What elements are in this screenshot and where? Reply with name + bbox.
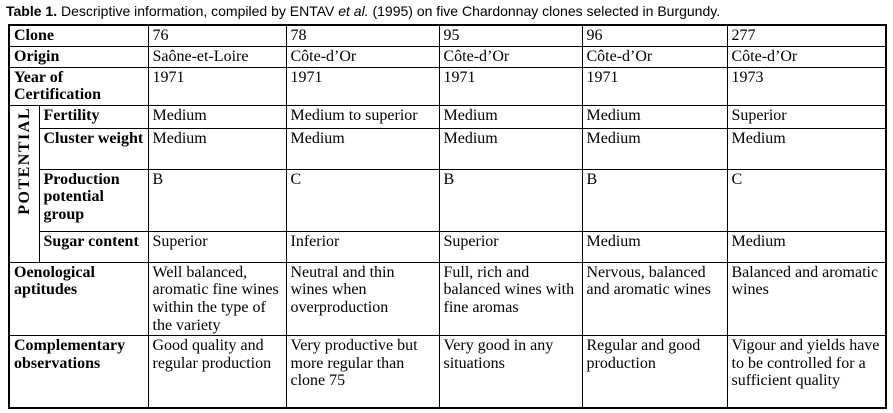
table-row-cluster-weight: Cluster weight Medium Medium Medium Medi… (9, 127, 887, 170)
table-cell: C (285, 168, 440, 232)
table-cell: Medium (147, 127, 287, 170)
table-cell: Medium (438, 127, 583, 170)
table-cell: 1971 (285, 66, 440, 106)
table-cell: C (726, 168, 887, 232)
row-label-fertility: Fertility (38, 104, 149, 129)
table-cell: 96 (581, 24, 728, 47)
table-row-complementary-observations: Complementary observations Good quality … (8, 335, 887, 409)
table-cell: B (147, 168, 287, 232)
table-cell: Inferior (285, 230, 440, 263)
table-cell: B (581, 168, 728, 232)
table-cell: Medium (581, 230, 728, 263)
table-cell: Neutral and thin wines when overproducti… (285, 261, 440, 337)
table-caption: Table 1. Descriptive information, compil… (6, 3, 893, 19)
table-cell: Nervous, balanced and aromatic wines (581, 261, 728, 337)
table-cell: Medium (438, 104, 583, 129)
table-row-fertility: POTENTIAL Fertility Medium Medium to sup… (8, 104, 887, 263)
row-label-sugar-content: Sugar content (38, 230, 149, 263)
table-cell: Superior (147, 230, 287, 263)
table-cell: Medium (147, 104, 287, 129)
table-cell: Very productive but more regular than cl… (285, 335, 440, 409)
table-row-year-of-certification: Year of Certification 1971 1971 1971 197… (8, 66, 887, 106)
table-cell: 78 (285, 24, 440, 47)
table-row-production-potential-group: Production potential group B C B B C (9, 168, 887, 232)
table-cell: Côte-d’Or (438, 45, 583, 68)
table-cell: Good quality and regular production (147, 335, 287, 409)
table-cell: 277 (726, 24, 887, 47)
clones-table: Clone 76 78 95 96 277 Origin Saône-et-Lo… (8, 24, 887, 409)
table-cell: Medium (285, 127, 440, 170)
table-cell: B (438, 168, 583, 232)
table-cell: Côte-d’Or (581, 45, 728, 68)
table-cell: Well balanced, aromatic fine wines withi… (147, 261, 287, 337)
table-cell: 1973 (726, 66, 887, 106)
table-cell: Medium to superior (285, 104, 440, 129)
table-cell: Côte-d’Or (285, 45, 440, 68)
table-cell: 1971 (147, 66, 287, 106)
caption-text-before-etal: Descriptive information, compiled by ENT… (57, 3, 339, 19)
caption-etal: et al. (338, 3, 369, 19)
table-cell: Côte-d’Or (726, 45, 887, 68)
potential-vertical-label: POTENTIAL (15, 106, 33, 215)
row-label-clone: Clone (8, 24, 149, 47)
potential-group-cell: POTENTIAL (8, 104, 40, 263)
table-cell: Medium (581, 104, 728, 129)
row-label-origin: Origin (8, 45, 149, 68)
table-cell: Medium (726, 127, 887, 170)
table-cell: 95 (438, 24, 583, 47)
table-cell: Superior (438, 230, 583, 263)
table-cell: 1971 (581, 66, 728, 106)
table-cell: Superior (726, 104, 887, 129)
table-cell: Very good in any situations (438, 335, 583, 409)
table-cell: Saône-et-Loire (147, 45, 287, 68)
table-cell: 76 (147, 24, 287, 47)
table-row-origin: Origin Saône-et-Loire Côte-d’Or Côte-d’O… (8, 45, 887, 68)
table-cell: Balanced and aromatic wines (726, 261, 887, 337)
caption-text-after-etal: (1995) on five Chardonnay clones selecte… (368, 3, 721, 19)
table-cell: Vigour and yields have to be controlled … (726, 335, 887, 409)
row-label-cluster-weight: Cluster weight (38, 127, 149, 170)
table-cell: Medium (581, 127, 728, 170)
row-label-production-potential-group: Production potential group (38, 168, 149, 232)
table-row-oenological-aptitudes: Oenological aptitudes Well balanced, aro… (8, 261, 887, 337)
table-cell: 1971 (438, 66, 583, 106)
row-label-complementary-observations: Complementary observations (8, 335, 149, 409)
row-label-year-of-certification: Year of Certification (8, 66, 149, 106)
row-label-oenological-aptitudes: Oenological aptitudes (8, 261, 149, 337)
table-row-clone: Clone 76 78 95 96 277 (8, 24, 887, 47)
table-cell: Full, rich and balanced wines with fine … (438, 261, 583, 337)
table-cell: Regular and good production (581, 335, 728, 409)
table-row-sugar-content: Sugar content Superior Inferior Superior… (9, 230, 887, 263)
table-cell: Medium (726, 230, 887, 263)
table-number: Table 1. (6, 3, 58, 19)
